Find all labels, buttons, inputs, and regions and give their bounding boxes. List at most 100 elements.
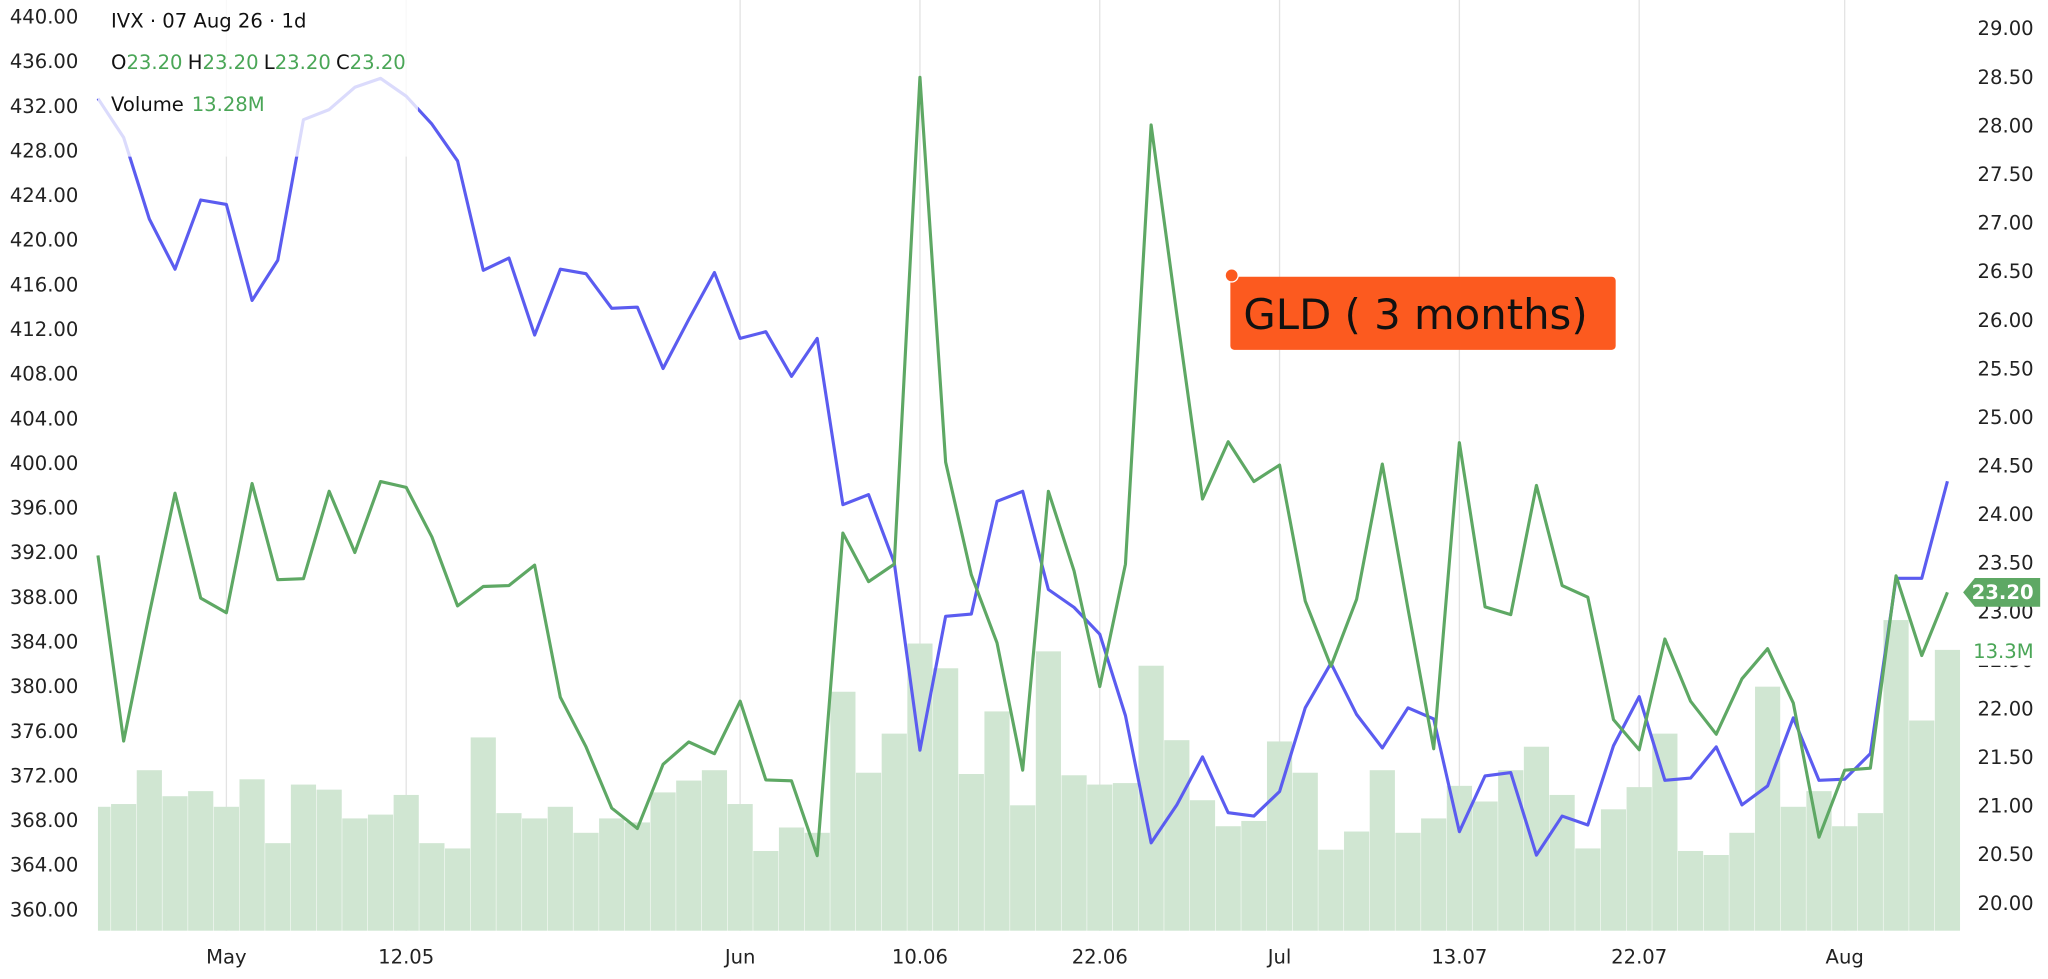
y-tick-label: 396.00 bbox=[10, 497, 79, 520]
y-tick-label: 432.00 bbox=[10, 95, 79, 118]
volume-bar bbox=[727, 804, 753, 931]
volume-bar bbox=[1575, 848, 1601, 931]
volume-bar bbox=[162, 796, 188, 931]
volume-bar bbox=[213, 806, 239, 931]
x-tick-label: May bbox=[206, 945, 246, 968]
volume-bar bbox=[1857, 813, 1883, 931]
volume-bar bbox=[1934, 649, 1961, 931]
volume-bar bbox=[1395, 832, 1421, 931]
volume-bar bbox=[1652, 733, 1678, 931]
volume-bar bbox=[111, 804, 137, 931]
volume-bar bbox=[599, 818, 625, 931]
y2-tick-label: 26.00 bbox=[1978, 309, 2034, 332]
volume-bar bbox=[1010, 805, 1036, 931]
ohlc-value: 23.20 bbox=[126, 51, 182, 74]
x-tick-label: Jul bbox=[1266, 945, 1292, 968]
volume-bar bbox=[97, 806, 111, 931]
y2-tick-label: 20.50 bbox=[1978, 843, 2034, 866]
ohlc-value: 23.20 bbox=[275, 51, 331, 74]
volume-bar bbox=[701, 770, 728, 931]
volume-bar bbox=[1909, 720, 1935, 931]
header: IVX · 07 Aug 26 · 1dO 23.20 H 23.20 L 23.20 C 2… bbox=[97, 0, 418, 157]
volume-bar bbox=[1241, 820, 1267, 931]
last-value-badge bbox=[1963, 577, 2041, 607]
volume-bar bbox=[1189, 800, 1216, 931]
x-tick-label: Aug bbox=[1826, 945, 1864, 968]
y-tick-label: 376.00 bbox=[10, 720, 79, 743]
volume-bar bbox=[419, 843, 445, 931]
volume-bar bbox=[958, 774, 984, 931]
y2-tick-label: 29.00 bbox=[1978, 17, 2034, 40]
annotation: GLD ( 3 months) bbox=[1224, 268, 1616, 350]
y2-tick-label: 28.00 bbox=[1978, 114, 2034, 137]
volume-bar bbox=[1626, 787, 1652, 931]
x-tick-label: 13.07 bbox=[1431, 945, 1487, 968]
volume-bar bbox=[1421, 818, 1447, 931]
y2-tick-label: 26.50 bbox=[1978, 260, 2034, 283]
volume-bar bbox=[573, 832, 599, 931]
volume-bar bbox=[1266, 741, 1293, 931]
volume-bar bbox=[830, 691, 856, 931]
annotation-text: GLD ( 3 months) bbox=[1243, 290, 1587, 339]
y2-tick-label: 25.00 bbox=[1978, 406, 2034, 429]
volume-bar bbox=[676, 780, 702, 931]
y-tick-label: 404.00 bbox=[10, 407, 79, 430]
y-tick-label: 412.00 bbox=[10, 318, 79, 341]
volume-bar bbox=[1755, 686, 1781, 931]
y-tick-label: 440.00 bbox=[10, 6, 79, 29]
y-tick-label: 400.00 bbox=[10, 452, 79, 475]
volume-bar bbox=[933, 668, 959, 931]
volume-value: 13.28M bbox=[192, 93, 265, 116]
x-tick-label: 22.07 bbox=[1611, 945, 1667, 968]
volume-bar bbox=[1035, 651, 1061, 931]
volume-bar bbox=[136, 770, 162, 931]
volume-bar bbox=[290, 784, 317, 931]
volume-bar bbox=[1446, 785, 1472, 931]
y2-tick-label: 21.50 bbox=[1978, 746, 2034, 769]
volume-bar bbox=[753, 850, 779, 931]
volume-bar bbox=[1472, 801, 1498, 931]
last-volume-label: 13.3M bbox=[1973, 640, 2034, 663]
y2-tick-label: 20.00 bbox=[1978, 892, 2034, 915]
volume-bar bbox=[239, 779, 265, 931]
y-tick-label: 428.00 bbox=[10, 139, 79, 162]
y-tick-label: 372.00 bbox=[10, 764, 79, 787]
volume-bar bbox=[650, 792, 676, 931]
volume-bar bbox=[470, 737, 496, 931]
volume-bar bbox=[778, 827, 805, 931]
ohlc-value: 23.20 bbox=[350, 51, 406, 74]
y-tick-label: 364.00 bbox=[10, 854, 79, 877]
axes: May 12.05 Jun 10.06 22.06 Jul 13.07 22.07 Aug 360… bbox=[10, 6, 2042, 968]
volume-bar bbox=[1498, 770, 1524, 931]
x-tick-label: Jun bbox=[723, 945, 756, 968]
y2-tick-label: 28.50 bbox=[1978, 66, 2034, 89]
volume-bar bbox=[496, 813, 522, 931]
y-tick-label: 360.00 bbox=[10, 898, 79, 921]
volume-bar bbox=[624, 822, 650, 931]
x-tick-label: 12.05 bbox=[378, 945, 434, 968]
volume-bar bbox=[265, 843, 291, 931]
y-tick-label: 408.00 bbox=[10, 363, 79, 386]
volume-bar bbox=[1369, 770, 1395, 931]
volume-bar bbox=[1292, 772, 1318, 931]
volume-bar bbox=[1215, 826, 1241, 931]
volume-bar bbox=[1832, 826, 1858, 931]
y-tick-label: 392.00 bbox=[10, 541, 79, 564]
y2-tick-label: 24.50 bbox=[1978, 455, 2034, 478]
volume-bar bbox=[444, 848, 471, 931]
volume-bar bbox=[1318, 849, 1344, 931]
ohlc-key: O bbox=[111, 51, 126, 74]
ohlc-key: C bbox=[336, 51, 350, 74]
y2-tick-label: 27.00 bbox=[1978, 212, 2034, 235]
annotation-dot bbox=[1224, 268, 1239, 283]
volume-bar bbox=[881, 733, 907, 931]
volume-bar bbox=[984, 711, 1010, 931]
volume-bar bbox=[1600, 809, 1627, 931]
volume-key: Volume bbox=[111, 93, 184, 116]
y2-tick-label: 27.50 bbox=[1978, 163, 2034, 186]
volume-bar bbox=[1344, 831, 1370, 931]
volume-bar bbox=[1112, 783, 1139, 931]
y-tick-label: 388.00 bbox=[10, 586, 79, 609]
last-volume-bg bbox=[1965, 637, 2042, 666]
